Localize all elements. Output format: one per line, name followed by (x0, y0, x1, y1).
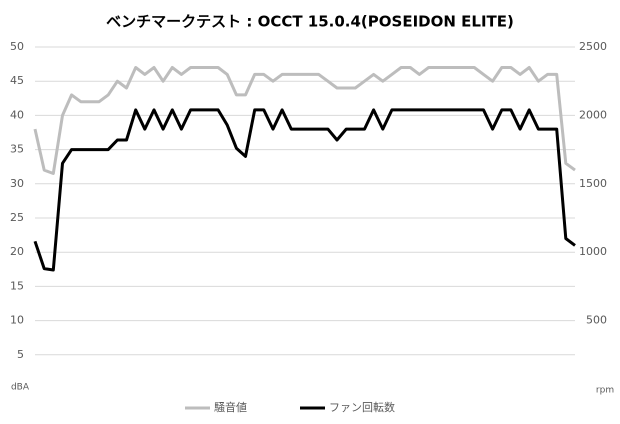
y-tick-label: 10 (10, 314, 24, 327)
y-tick-label: 25 (10, 211, 24, 224)
y-tick-label: 45 (10, 74, 24, 87)
y2-tick-label: 500 (586, 314, 607, 327)
legend-label: ファン回転数 (329, 401, 395, 414)
y2-axis-label: rpm (596, 386, 614, 396)
y-axis-label: dBA (11, 383, 30, 393)
y2-tick-label: 2500 (579, 40, 607, 53)
y2-tick-label: 2000 (579, 108, 607, 121)
y-tick-label: 35 (10, 143, 24, 156)
y2-tick-label: 1500 (579, 177, 607, 190)
y2-tick-label: 1000 (579, 245, 607, 258)
legend-label: 騒音値 (214, 400, 247, 414)
y-tick-label: 15 (10, 279, 24, 292)
y-tick-label: 5 (17, 348, 24, 361)
y-tick-label: 50 (10, 40, 24, 53)
series-line (33, 108, 576, 272)
y-tick-label: 30 (10, 177, 24, 190)
chart-title: ベンチマークテスト : OCCT 15.0.4(POSEIDON ELITE) (106, 13, 514, 31)
y-tick-label: 40 (10, 108, 24, 121)
series-line (33, 66, 576, 175)
y-tick-label: 20 (10, 245, 24, 258)
